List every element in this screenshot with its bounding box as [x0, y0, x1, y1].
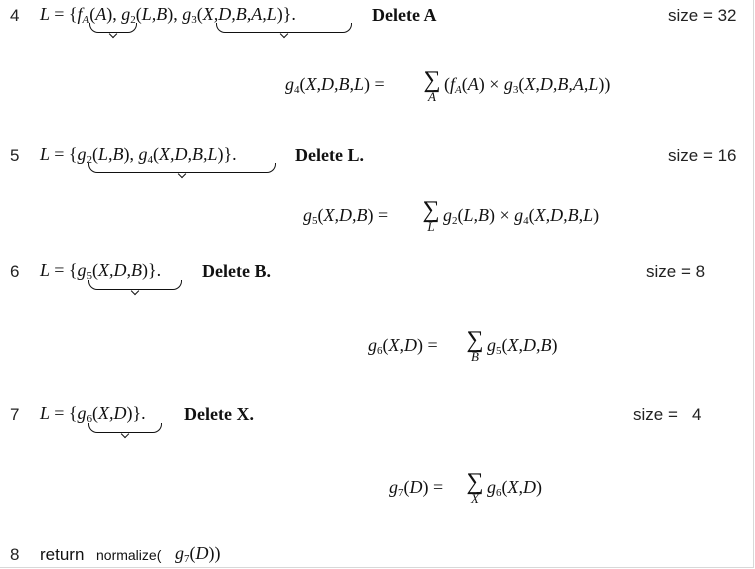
equation-rhs: g6(X,D) — [487, 477, 542, 499]
underbrace — [88, 423, 162, 433]
equation-rhs: g5(X,D,B) — [487, 335, 558, 357]
step-number: 5 — [10, 146, 20, 165]
step-number: 4 — [10, 6, 20, 25]
sum-operator: ∑ B — [466, 327, 484, 364]
step-size: size = 16 — [668, 146, 737, 165]
sum-operator: ∑ X — [466, 469, 484, 506]
step-number: 7 — [10, 405, 20, 424]
equation-lhs: g5(X,D,B) = — [303, 205, 389, 227]
normalize-call: normalize( — [96, 547, 162, 563]
underbrace — [88, 280, 182, 290]
step-size: size = 8 — [646, 262, 706, 281]
equation-lhs: g4(X,D,B,L) = — [285, 74, 385, 96]
equation-lhs: g7(D) = — [389, 477, 444, 499]
step-number: 8 — [10, 545, 20, 564]
step-action: Delete B. — [202, 261, 271, 281]
step-number: 6 — [10, 262, 20, 281]
step-size: size = 32 — [668, 6, 737, 25]
step-list: L = {g6(X,D)}. — [40, 403, 146, 425]
step-list: L = {fA(A), g2(L,B), g3(X,D,B,A,L)}. — [40, 4, 296, 26]
step-list: L = {g2(L,B), g4(X,D,B,L)}. — [40, 144, 237, 166]
normalize-arg: g7(D)) — [175, 543, 221, 565]
equation-rhs: g2(L,B) × g4(X,D,B,L) — [443, 205, 600, 227]
underbrace — [89, 23, 137, 33]
step-action: Delete A — [372, 5, 437, 25]
underbrace — [88, 163, 276, 173]
step-size: size = 4 — [633, 405, 702, 424]
step-list: L = {g5(X,D,B)}. — [40, 260, 162, 282]
sum-operator: ∑ L — [422, 197, 440, 234]
underbrace — [216, 23, 352, 33]
step-action: Delete X. — [184, 404, 254, 424]
sum-operator: ∑ A — [423, 67, 441, 104]
equation-lhs: g6(X,D) = — [368, 335, 438, 357]
equation-rhs: (fA(A) × g3(X,D,B,A,L)) — [444, 74, 611, 96]
step-action: Delete L. — [295, 145, 364, 165]
return-keyword: return — [40, 545, 85, 564]
